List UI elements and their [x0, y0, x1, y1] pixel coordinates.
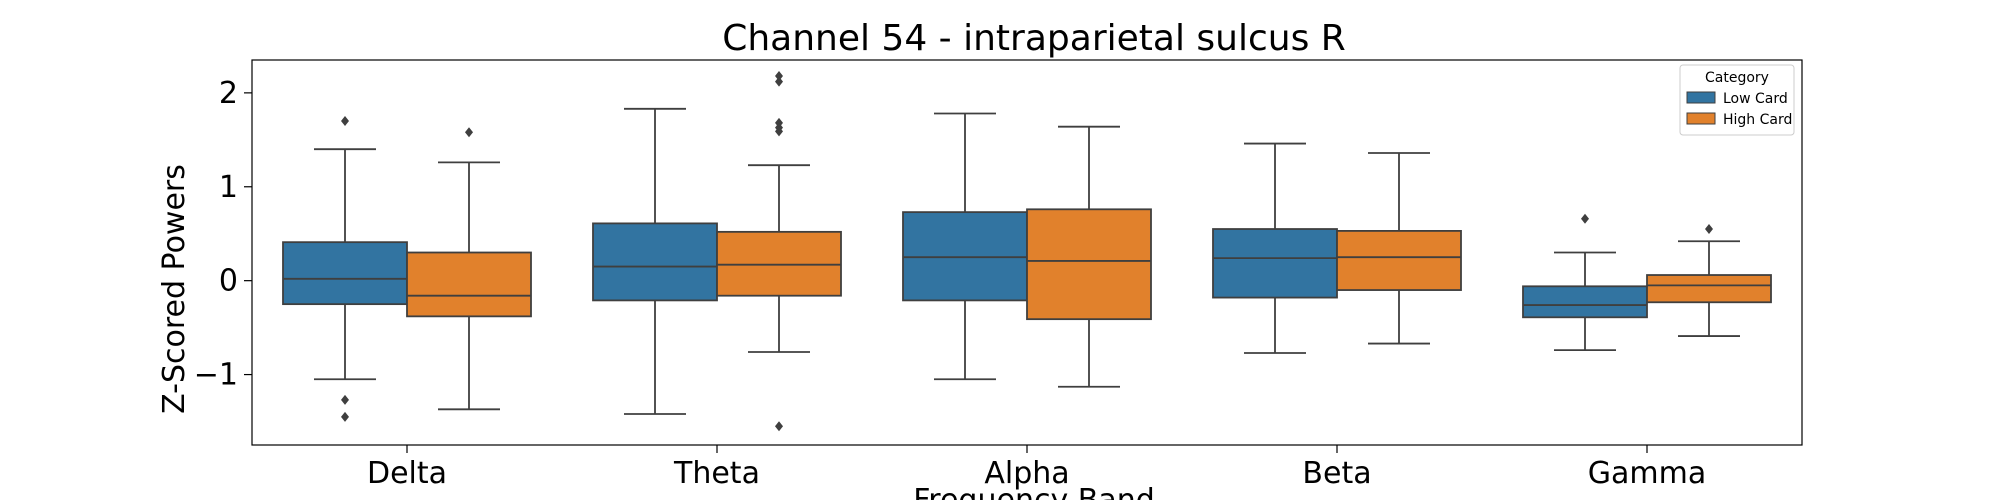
outlier-point	[775, 70, 783, 81]
y-tick-label: 2	[219, 76, 238, 111]
plot-area: −1 0 1 2 Delta Theta Alpha Beta Gamma	[194, 59, 1803, 491]
legend-label: Low Card	[1723, 91, 1788, 107]
box	[716, 230, 842, 297]
chart-title: Channel 54 - intraparietal sulcus R	[722, 18, 1346, 59]
legend-label: High Card	[1723, 112, 1792, 128]
box	[406, 251, 532, 318]
outlier-point	[465, 127, 473, 138]
outlier-point	[1705, 224, 1713, 235]
box	[1336, 230, 1462, 291]
outlier-point	[775, 421, 783, 432]
legend-swatch	[1686, 91, 1716, 104]
box	[1212, 228, 1338, 299]
outlier-point	[775, 76, 783, 87]
y-tick-label: 1	[219, 170, 238, 205]
x-tick-label: Beta	[1302, 456, 1371, 491]
y-tick-label: −1	[194, 358, 238, 393]
x-tick-label: Delta	[367, 456, 447, 491]
outlier-point	[341, 394, 349, 405]
x-tick-label: Theta	[673, 456, 760, 491]
legend: Category Low Card High Card	[1679, 64, 1795, 136]
outlier-point	[341, 116, 349, 127]
box	[1522, 285, 1648, 319]
box	[592, 222, 718, 302]
outlier-point	[775, 126, 783, 137]
x-axis-label: Frequency Band	[913, 483, 1155, 500]
box	[282, 241, 408, 306]
box	[902, 211, 1028, 302]
y-tick-label: 0	[219, 264, 238, 299]
legend-swatch	[1686, 112, 1716, 125]
outlier-point	[1581, 213, 1589, 224]
y-axis-label: Z-Scored Powers	[157, 164, 192, 414]
x-tick-label: Alpha	[984, 456, 1069, 491]
box	[1026, 208, 1152, 321]
legend-title: Category	[1705, 70, 1769, 86]
outlier-point	[341, 411, 349, 422]
box	[1646, 274, 1772, 304]
x-tick-label: Gamma	[1588, 456, 1706, 491]
